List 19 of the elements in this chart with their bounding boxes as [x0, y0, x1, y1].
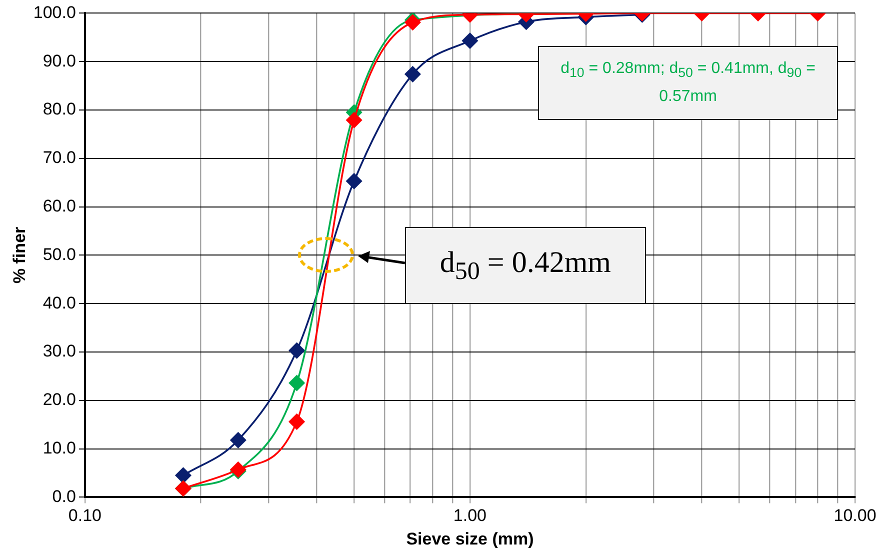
y-tick-label: 10.0 — [42, 438, 76, 458]
y-tick-label: 20.0 — [42, 390, 76, 410]
y-tick-label: 60.0 — [42, 196, 76, 216]
y-tick-label: 50.0 — [42, 244, 76, 264]
x-tick-label: 1.00 — [453, 506, 487, 526]
text-box: d$_{10}$ = 0.28mm; d$_{50}$ = 0.41mm, d$_{90}$ = 0.57mm — [538, 46, 838, 120]
y-tick-label: 30.0 — [42, 342, 76, 361]
y-tick-label: 70.0 — [42, 148, 76, 168]
x-axis-title: Sieve size (mm) — [406, 529, 534, 548]
y-tick-label: 0.0 — [52, 486, 76, 506]
y-tick-label: 80.0 — [42, 100, 76, 119]
annotation: d$_{50}$ = 0.42mm — [440, 246, 612, 286]
y-tick-label: 40.0 — [42, 293, 76, 312]
y-tick-label: 90.0 — [42, 51, 76, 70]
y-tick-label: 100.0 — [33, 2, 76, 22]
x-tick-label: 10.00 — [834, 506, 876, 526]
x-tick-label: 0.10 — [68, 506, 102, 526]
text-box: d$_{50}$ = 0.42mm — [404, 227, 646, 304]
y-axis-title: % finer — [10, 226, 29, 284]
